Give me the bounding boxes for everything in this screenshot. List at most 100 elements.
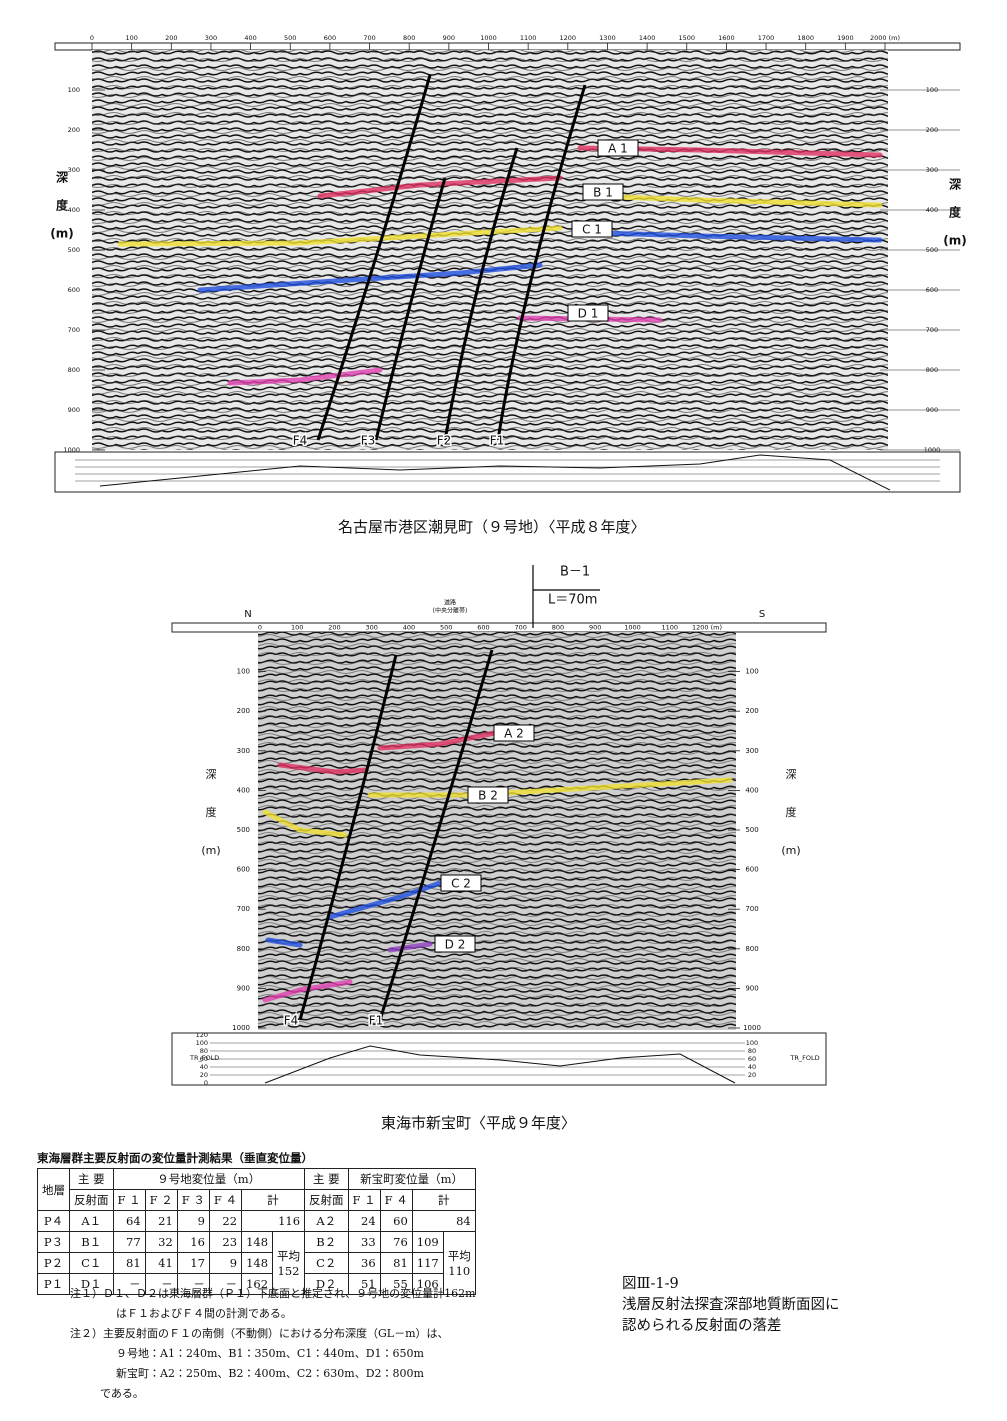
fault-lines bbox=[316, 74, 587, 441]
distance-ruler bbox=[171, 622, 827, 633]
table-cell: 32 bbox=[144, 1231, 178, 1253]
fault-label: F1 bbox=[490, 434, 505, 448]
south-label: S bbox=[759, 609, 765, 620]
depth-tick-label: 200 bbox=[237, 707, 250, 715]
distance-tick-label: 200 bbox=[165, 34, 177, 42]
distance-tick-label: 800 bbox=[403, 34, 415, 42]
reflector-label: D 1 bbox=[578, 307, 599, 321]
depth-label: 度 bbox=[56, 198, 68, 213]
section-1-caption: 名古屋市港区潮見町（９号地）〈平成８年度〉 bbox=[338, 518, 646, 536]
table-row: P４ A１ 64 21 9 22 116 A２ 24 60 84 bbox=[37, 1210, 476, 1232]
depth-tick-label: 400 bbox=[237, 786, 250, 794]
table-row: P２ C１ 81 41 17 9 148 C２ 36 81 117 bbox=[37, 1252, 476, 1274]
table-cell: 81 bbox=[112, 1252, 146, 1274]
note-line: 注１）Ｄ１、Ｄ２は東海層群（Ｐ１）下底面と推定され、９号地の変位量計162m bbox=[70, 1287, 476, 1300]
table-cell: 51 bbox=[347, 1273, 381, 1295]
depth-label: 深 bbox=[786, 768, 797, 781]
header-cell: F ２ bbox=[144, 1189, 178, 1211]
depth-tick-label: 700 bbox=[745, 905, 758, 913]
distance-tick-label: 1500 bbox=[678, 34, 695, 42]
depth-tick-label: 900 bbox=[237, 984, 250, 992]
fold-curve bbox=[264, 1045, 736, 1084]
fault-label: F2 bbox=[437, 434, 452, 448]
header-cell: 反射面 bbox=[69, 1189, 114, 1211]
distance-ruler bbox=[54, 42, 961, 51]
table-cell: 24 bbox=[347, 1210, 381, 1232]
depth-label: 度 bbox=[949, 205, 961, 220]
table-cell: 36 bbox=[347, 1252, 381, 1274]
depth-label: 深 bbox=[949, 178, 962, 192]
distance-tick-label: 100 bbox=[291, 624, 303, 632]
reflector-label-box bbox=[440, 874, 482, 892]
distance-tick-label: 0 bbox=[90, 34, 94, 42]
table-cell: P４ bbox=[37, 1210, 70, 1232]
table-row: P３ B１ 77 32 16 23 148 平均 152 B２ 33 76 109 平均 110 bbox=[37, 1231, 476, 1295]
header-cell: 新宝町変位量（m） bbox=[347, 1168, 476, 1190]
reflector-label-box bbox=[597, 139, 639, 157]
depth-tick-label: 700 bbox=[237, 905, 250, 913]
note-line: はＦ１およびＦ４間の計測である。 bbox=[116, 1307, 292, 1320]
section-2 bbox=[171, 565, 827, 1086]
depth-tick-label: 1000 bbox=[63, 446, 80, 454]
table-cell: － bbox=[208, 1273, 243, 1295]
fold-tick-label: 40 bbox=[748, 1063, 756, 1071]
fold-lines bbox=[75, 459, 940, 482]
table-row: P１ D１ －－－－ 162 D２ 51 55 106 bbox=[37, 1273, 476, 1295]
table-cell: P１ bbox=[37, 1273, 70, 1295]
fold-curve bbox=[99, 454, 891, 491]
note-line: である。 bbox=[100, 1387, 144, 1400]
fault-label: F4 bbox=[293, 434, 308, 448]
depth-tick-label: 600 bbox=[237, 866, 250, 874]
distance-tick-label: 500 bbox=[440, 624, 452, 632]
header-cell: F ４ bbox=[379, 1189, 413, 1211]
header-cell: 主 要 bbox=[304, 1168, 349, 1190]
seismic-texture bbox=[258, 632, 736, 1030]
notes: 注１）Ｄ１、Ｄ２は東海層群（Ｐ１）下底面と推定され、９号地の変位量計162m はＦ… bbox=[70, 1284, 476, 1404]
table-cell: 60 bbox=[379, 1210, 413, 1232]
table-cell: 84 bbox=[411, 1210, 476, 1232]
distance-tick-label: 200 bbox=[328, 624, 340, 632]
distance-tick-label: 1200 (m) bbox=[692, 624, 722, 632]
depth-tick-label: 600 bbox=[745, 866, 758, 874]
distance-tick-label: 100 bbox=[125, 34, 137, 42]
table-cell: C２ bbox=[304, 1252, 349, 1274]
depth-label: (m) bbox=[781, 844, 800, 857]
depth-label: (m) bbox=[201, 844, 220, 857]
depth-tick-label: 600 bbox=[68, 286, 80, 294]
table-cell: 77 bbox=[112, 1231, 146, 1253]
reflector-label: C 1 bbox=[582, 223, 602, 237]
distance-tick-label: 1300 bbox=[599, 34, 616, 42]
depth-tick-label: 900 bbox=[745, 984, 758, 992]
header-cell: F ３ bbox=[176, 1189, 210, 1211]
fold-tick-label: 80 bbox=[748, 1047, 756, 1055]
table-title: 東海層群主要反射面の変位量計測結果（垂直変位量） bbox=[37, 1151, 313, 1165]
section-1 bbox=[54, 42, 961, 493]
seismic-texture bbox=[92, 50, 888, 450]
reflector-label: B 2 bbox=[478, 789, 498, 803]
table-cell: C１ bbox=[69, 1252, 114, 1274]
average-cell: 平均 110 bbox=[442, 1231, 476, 1295]
depth-tick-label: 500 bbox=[237, 826, 250, 834]
figure-caption: 図Ⅲ-1-9 浅層反射法探査深部地質断面図に 認められる反射面の落差 bbox=[622, 1274, 840, 1337]
distance-tick-label: 1000 bbox=[480, 34, 497, 42]
depth-tick-label: 100 bbox=[68, 86, 80, 94]
table-cell: 116 bbox=[241, 1210, 306, 1232]
fold-tick-label: 100 bbox=[196, 1039, 208, 1047]
table-cell: 17 bbox=[176, 1252, 210, 1274]
depth-tick-label: 500 bbox=[745, 826, 758, 834]
fold-tick-label: 100 bbox=[746, 1039, 758, 1047]
distance-tick-label: 1700 bbox=[758, 34, 775, 42]
depth-tick-label: 1000 bbox=[743, 1024, 761, 1032]
north-label: N bbox=[244, 609, 251, 620]
distance-tick-label: 1600 bbox=[718, 34, 735, 42]
reflector-label: A 1 bbox=[608, 142, 628, 156]
depth-tick-label: 700 bbox=[68, 326, 80, 334]
depth-label: 深 bbox=[56, 171, 69, 185]
depth-label: (m) bbox=[50, 227, 73, 241]
header-cell: 計 bbox=[411, 1189, 476, 1211]
fault-label: F3 bbox=[361, 434, 376, 448]
distance-tick-label: 600 bbox=[324, 34, 336, 42]
note-line: 注２）主要反射面のＦ１の南側（不動側）における分布深度（GL－m）は、 bbox=[70, 1327, 449, 1340]
reflector-label-box bbox=[567, 304, 609, 322]
